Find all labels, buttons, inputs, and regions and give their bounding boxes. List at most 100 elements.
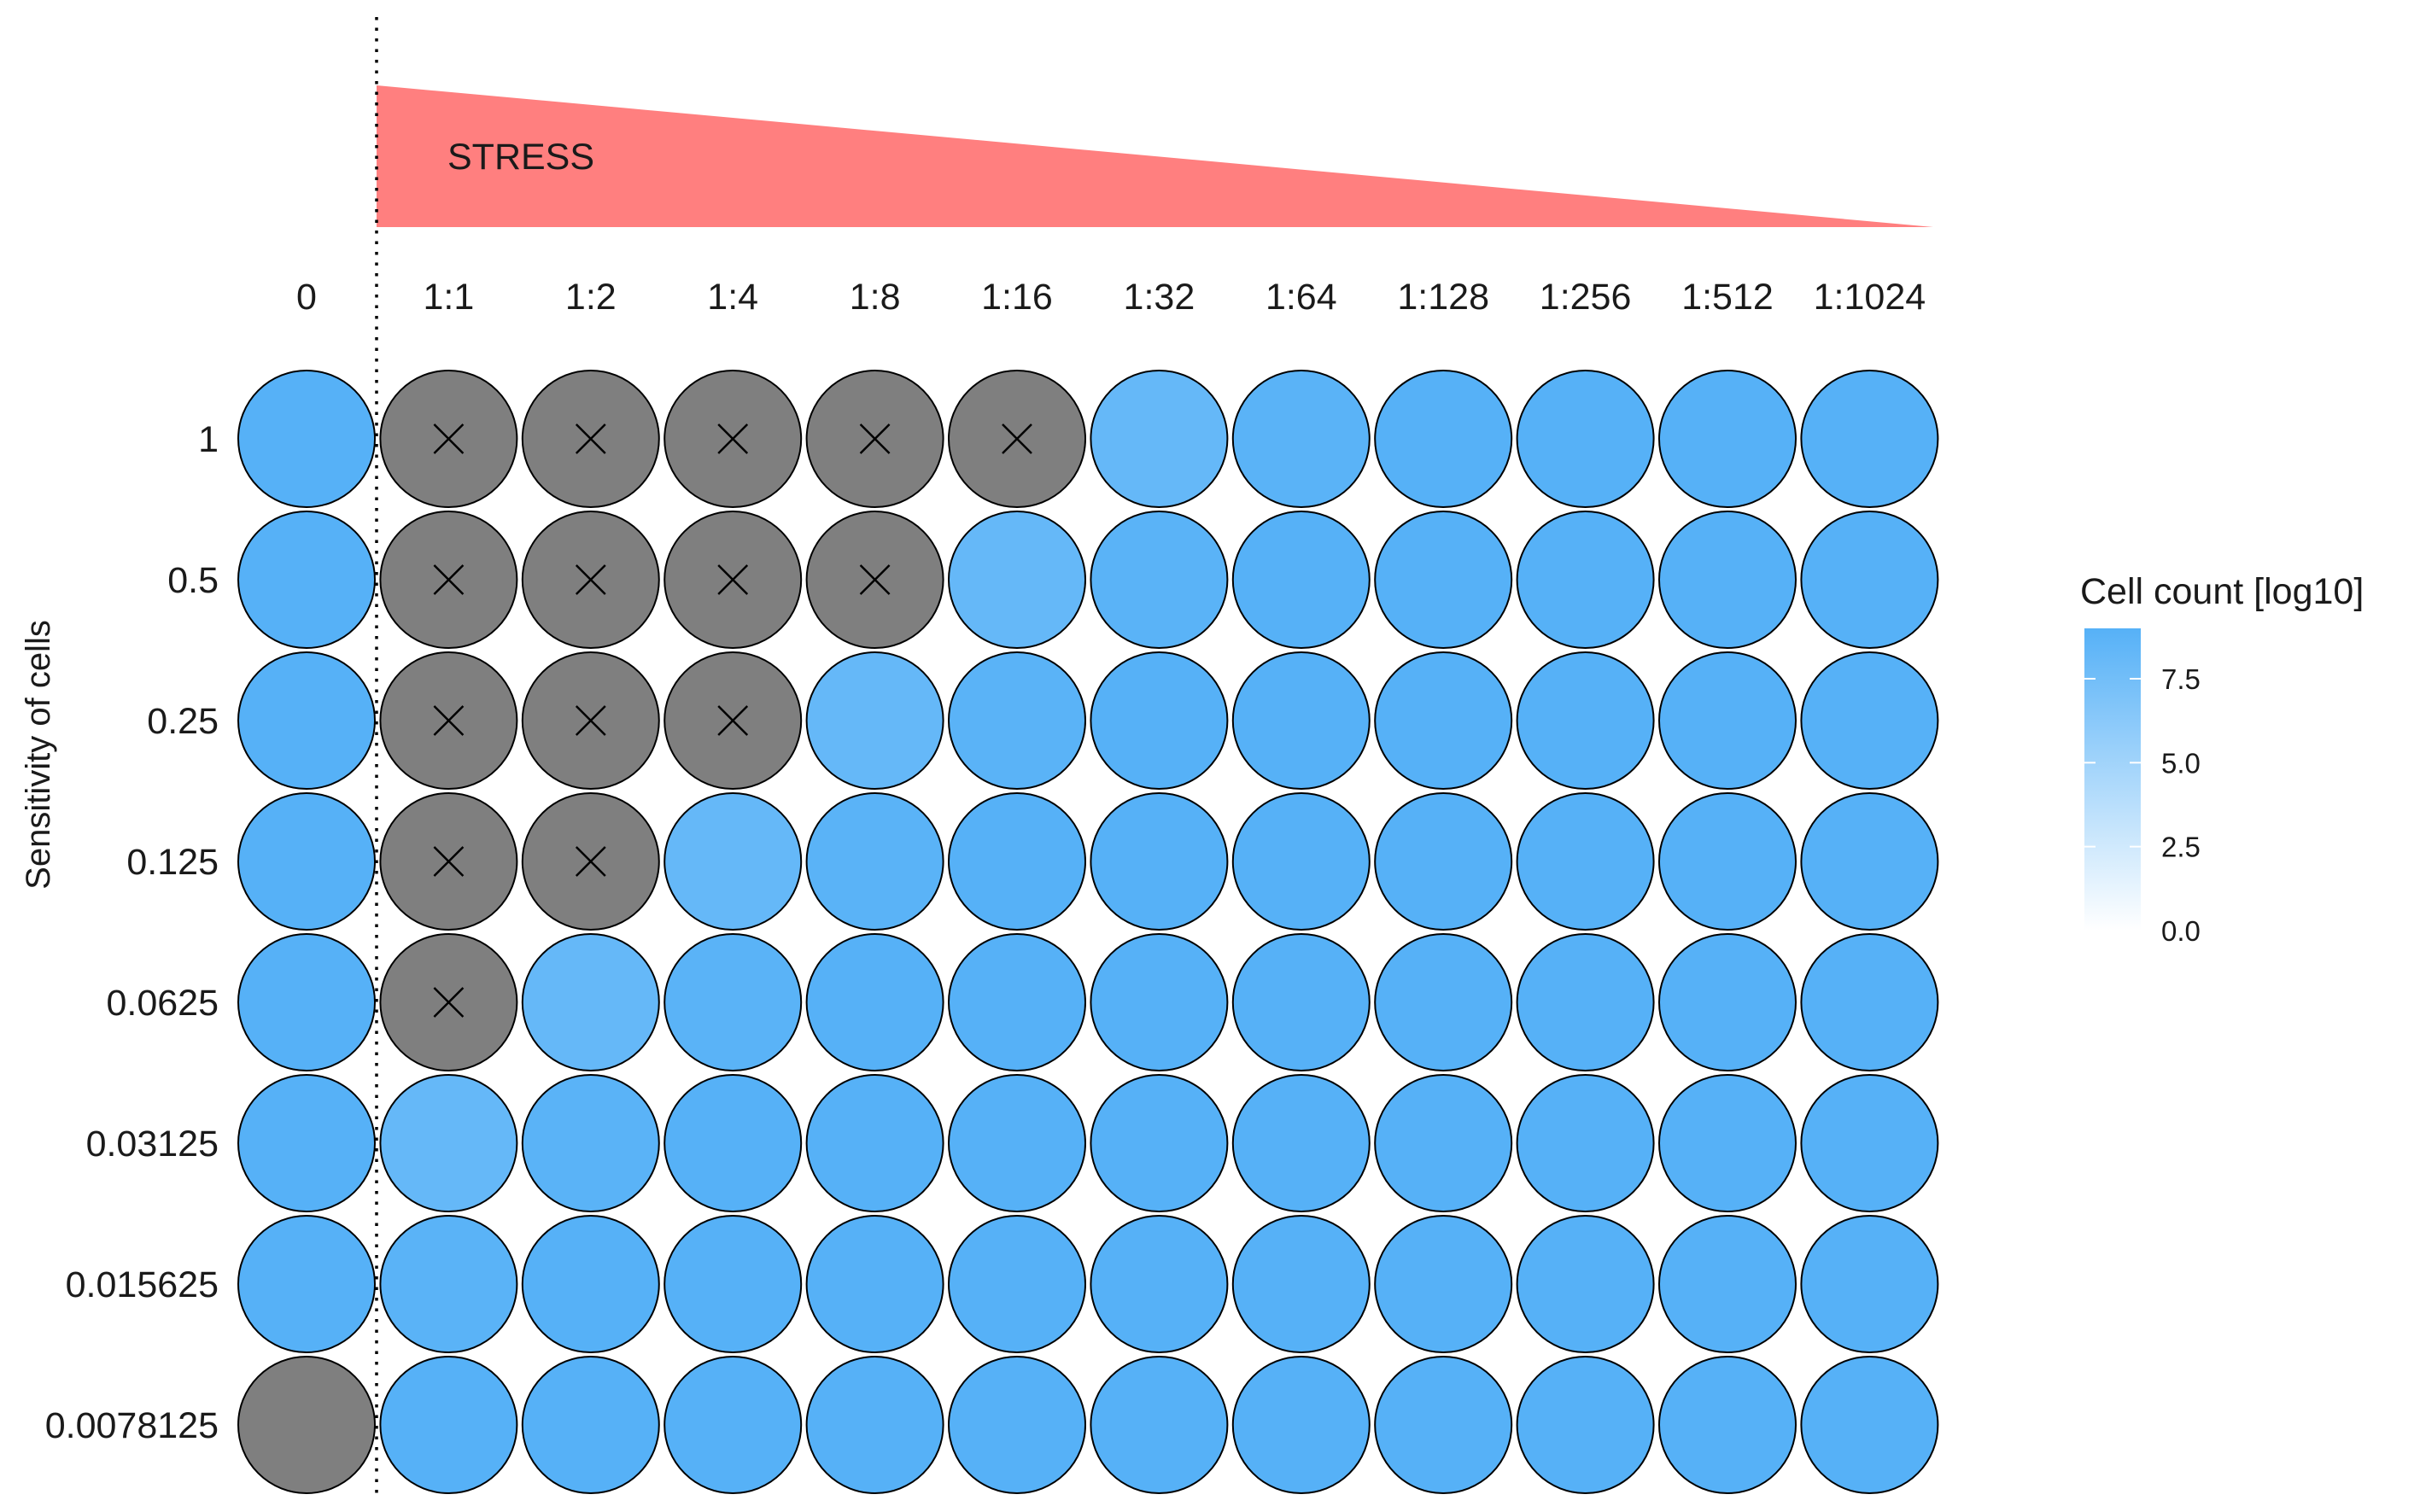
- y-tick-label: 0.0078125: [45, 1405, 219, 1446]
- well-circle: [805, 933, 944, 1071]
- well-circle: [663, 1074, 803, 1212]
- well-circle: [1231, 933, 1371, 1071]
- x-tick-label: 0: [296, 277, 317, 318]
- legend-tick-label: 7.5: [2161, 663, 2201, 695]
- y-tick-label: 0.0625: [106, 983, 219, 1024]
- well-circle: [1374, 651, 1513, 790]
- well-circle: [1658, 933, 1797, 1071]
- stress-wedge-group: STRESS: [377, 85, 1933, 227]
- well-circle: [379, 1074, 518, 1212]
- well-circle: [663, 1215, 803, 1353]
- well-circle: [1800, 1356, 1939, 1494]
- legend-tick-label: 0.0: [2161, 915, 2201, 947]
- well-circle: [1090, 1215, 1229, 1353]
- x-tick-label: 1:2: [565, 277, 617, 318]
- x-tick-label: 1:32: [1124, 277, 1195, 318]
- color-legend: Cell count [log10] 7.5 5.0 2.5 0.0: [2080, 571, 2364, 947]
- well-circle: [1800, 1215, 1939, 1353]
- well-circle: [237, 1074, 376, 1212]
- y-tick-label: 1: [198, 419, 219, 460]
- well-circle: [1800, 792, 1939, 931]
- well-circle: [1516, 1356, 1655, 1494]
- well-cross-mark: [433, 564, 465, 595]
- well-circle: [1374, 1215, 1513, 1353]
- well-circle: [1658, 511, 1797, 649]
- x-tick-label: 1:1: [424, 277, 475, 318]
- well-circle: [1516, 651, 1655, 790]
- well-circle: [1800, 933, 1939, 1071]
- well-cross-mark: [859, 564, 891, 595]
- well-circle: [1800, 1074, 1939, 1212]
- well-circle: [1516, 933, 1655, 1071]
- well-cross-mark: [717, 564, 749, 595]
- well-circle: [948, 792, 1086, 931]
- well-circle: [1658, 1215, 1797, 1353]
- x-tick-label: 1:16: [981, 277, 1053, 318]
- well-circle: [805, 792, 944, 931]
- well-circle: [1090, 651, 1229, 790]
- well-circle: [521, 1074, 660, 1212]
- well-circle: [663, 792, 803, 931]
- x-tick-label: 1:128: [1397, 277, 1489, 318]
- well-cross-mark: [575, 423, 606, 454]
- y-tick-label: 0.5: [167, 560, 219, 601]
- well-circle: [237, 792, 376, 931]
- well-cross-mark: [575, 564, 606, 595]
- well-circle: [1374, 792, 1513, 931]
- legend-colorbar: [2084, 628, 2141, 931]
- well-circle: [1374, 933, 1513, 1071]
- well-cross-mark: [859, 423, 891, 454]
- well-circle: [1516, 792, 1655, 931]
- stress-label: STRESS: [447, 137, 594, 178]
- legend-tick-label: 2.5: [2161, 832, 2201, 863]
- well-circle: [1516, 370, 1655, 508]
- well-circle: [1090, 933, 1229, 1071]
- well-cross-mark: [717, 705, 749, 736]
- well-circle: [1231, 792, 1371, 931]
- well-circle: [948, 1074, 1086, 1212]
- well-circle: [663, 1356, 803, 1494]
- well-circle: [1800, 511, 1939, 649]
- well-cross-mark: [1002, 423, 1032, 454]
- wells-grid: [237, 370, 1939, 1494]
- well-circle: [237, 1356, 376, 1494]
- well-circle: [237, 651, 376, 790]
- well-circle: [1231, 1356, 1371, 1494]
- well-circle: [1516, 1074, 1655, 1212]
- well-circle: [805, 651, 944, 790]
- well-circle: [1658, 370, 1797, 508]
- well-circle: [521, 1356, 660, 1494]
- well-circle: [1658, 651, 1797, 790]
- y-tick-label: 0.25: [147, 701, 219, 742]
- well-circle: [1090, 792, 1229, 931]
- well-circle: [1658, 792, 1797, 931]
- x-tick-labels: 0 1:1 1:2 1:4 1:8 1:16 1:32 1:64 1:128 1:256 1:512…: [296, 277, 1926, 318]
- well-cross-mark: [433, 846, 465, 877]
- well-circle: [1231, 1074, 1371, 1212]
- well-circle: [805, 1356, 944, 1494]
- well-circle: [1231, 370, 1371, 508]
- well-circle: [948, 1356, 1086, 1494]
- well-circle: [1090, 1074, 1229, 1212]
- y-tick-labels: 1 0.5 0.25 0.125 0.0625 0.03125 0.015625 0.0078…: [45, 419, 219, 1446]
- well-cross-mark: [575, 705, 606, 736]
- well-circle: [1231, 1215, 1371, 1353]
- well-circle: [948, 1215, 1086, 1353]
- well-circle: [237, 1215, 376, 1353]
- y-tick-label: 0.125: [126, 842, 219, 883]
- stress-wedge: [377, 85, 1933, 227]
- well-cross-mark: [575, 846, 606, 877]
- y-axis-title: Sensitivity of cells: [20, 620, 57, 890]
- well-circle: [379, 1356, 518, 1494]
- well-circle: [1374, 1074, 1513, 1212]
- well-circle: [948, 933, 1086, 1071]
- x-tick-label: 1:1024: [1814, 277, 1926, 318]
- well-circle: [1374, 1356, 1513, 1494]
- well-circle: [379, 1215, 518, 1353]
- well-circle: [237, 370, 376, 508]
- well-circle: [237, 511, 376, 649]
- well-circle: [1090, 370, 1229, 508]
- well-circle: [663, 933, 803, 1071]
- legend-title: Cell count [log10]: [2080, 571, 2364, 612]
